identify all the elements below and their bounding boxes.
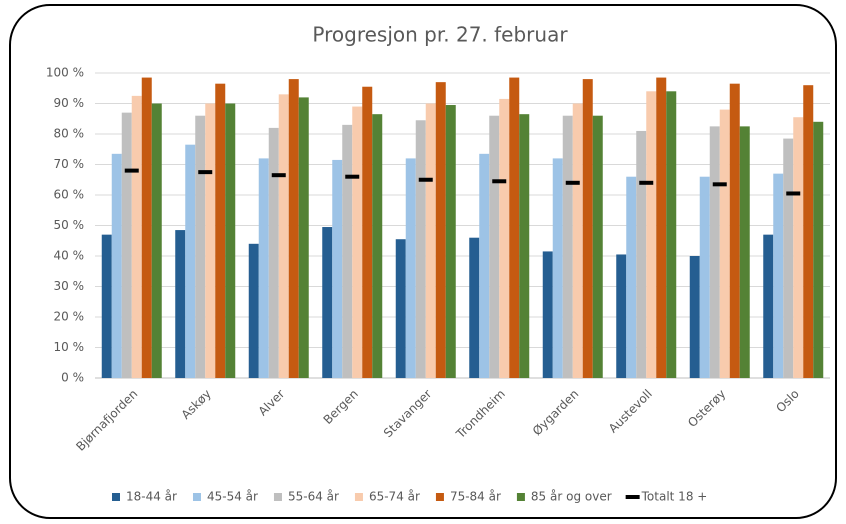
bar bbox=[445, 105, 456, 379]
bar bbox=[803, 85, 814, 378]
bar bbox=[519, 114, 530, 379]
bar bbox=[205, 103, 216, 378]
bar bbox=[425, 103, 436, 378]
bar bbox=[395, 239, 406, 378]
bar bbox=[763, 234, 774, 378]
y-tick-label: 60 % bbox=[54, 188, 85, 202]
bar bbox=[342, 124, 353, 378]
bar bbox=[111, 153, 122, 378]
legend-swatch bbox=[112, 493, 120, 501]
legend-label: 65-74 år bbox=[369, 490, 420, 504]
bar bbox=[248, 243, 259, 378]
bar bbox=[626, 176, 637, 378]
bar bbox=[175, 230, 186, 378]
bar bbox=[582, 79, 593, 378]
legend-label: Totalt 18 + bbox=[641, 490, 708, 504]
bar bbox=[636, 130, 647, 378]
bar bbox=[405, 158, 416, 378]
y-tick-label: 100 % bbox=[46, 66, 84, 80]
bar bbox=[666, 91, 677, 379]
bar bbox=[719, 109, 730, 378]
legend-swatch bbox=[435, 493, 444, 501]
bar bbox=[131, 95, 142, 378]
legend-label: 18-44 år bbox=[126, 490, 177, 504]
bar bbox=[813, 121, 824, 379]
legend-label: 75-84 år bbox=[450, 490, 501, 504]
legend-label: 45-54 år bbox=[207, 490, 258, 504]
bar bbox=[288, 79, 299, 378]
legend-swatch bbox=[516, 493, 525, 501]
bar bbox=[656, 77, 667, 378]
chart-title: Progresjon pr. 27. februar bbox=[312, 23, 568, 47]
y-tick-label: 80 % bbox=[54, 127, 85, 141]
y-tick-label: 30 % bbox=[54, 279, 85, 293]
y-tick-label: 50 % bbox=[54, 218, 85, 232]
bar bbox=[479, 153, 490, 378]
bar bbox=[278, 94, 289, 378]
y-tick-label: 70 % bbox=[54, 157, 85, 171]
bar bbox=[362, 86, 373, 378]
bar bbox=[268, 127, 279, 379]
bar bbox=[773, 173, 784, 378]
legend-label: 55-64 år bbox=[288, 490, 339, 504]
y-tick-label: 10 % bbox=[54, 340, 85, 354]
bar bbox=[258, 158, 269, 378]
legend-swatch bbox=[273, 493, 282, 501]
bar bbox=[435, 82, 446, 379]
bar bbox=[592, 115, 603, 378]
y-tick-label: 0 % bbox=[61, 371, 84, 385]
bar bbox=[699, 176, 710, 378]
bar bbox=[542, 251, 553, 378]
bar bbox=[332, 159, 343, 378]
bar bbox=[499, 98, 510, 379]
bar bbox=[372, 114, 383, 379]
bar bbox=[552, 158, 563, 378]
bar bbox=[151, 103, 162, 378]
bar bbox=[739, 126, 750, 378]
bar bbox=[101, 234, 112, 378]
legend-swatch bbox=[192, 493, 201, 501]
bar bbox=[469, 237, 480, 378]
bar bbox=[572, 103, 583, 378]
y-tick-label: 90 % bbox=[54, 96, 85, 110]
bar bbox=[141, 77, 152, 378]
bar bbox=[689, 256, 700, 378]
y-tick-label: 20 % bbox=[54, 310, 85, 324]
bar bbox=[225, 103, 236, 378]
bar bbox=[489, 115, 500, 378]
bar bbox=[562, 115, 573, 378]
bar bbox=[352, 106, 363, 379]
bar bbox=[646, 91, 657, 379]
legend-swatch bbox=[354, 493, 363, 501]
bar bbox=[509, 77, 520, 378]
bar bbox=[322, 227, 333, 378]
bar bbox=[709, 126, 720, 378]
bar bbox=[415, 120, 426, 379]
bar bbox=[793, 117, 804, 378]
y-tick-label: 40 % bbox=[54, 249, 85, 263]
bar bbox=[729, 83, 740, 379]
bar bbox=[195, 115, 206, 378]
bar bbox=[783, 138, 794, 378]
bar bbox=[616, 254, 627, 378]
bar bbox=[298, 97, 309, 379]
legend-label: 85 år og over bbox=[531, 490, 612, 504]
bar bbox=[185, 144, 196, 378]
bar bbox=[121, 112, 132, 379]
bar bbox=[215, 83, 226, 379]
